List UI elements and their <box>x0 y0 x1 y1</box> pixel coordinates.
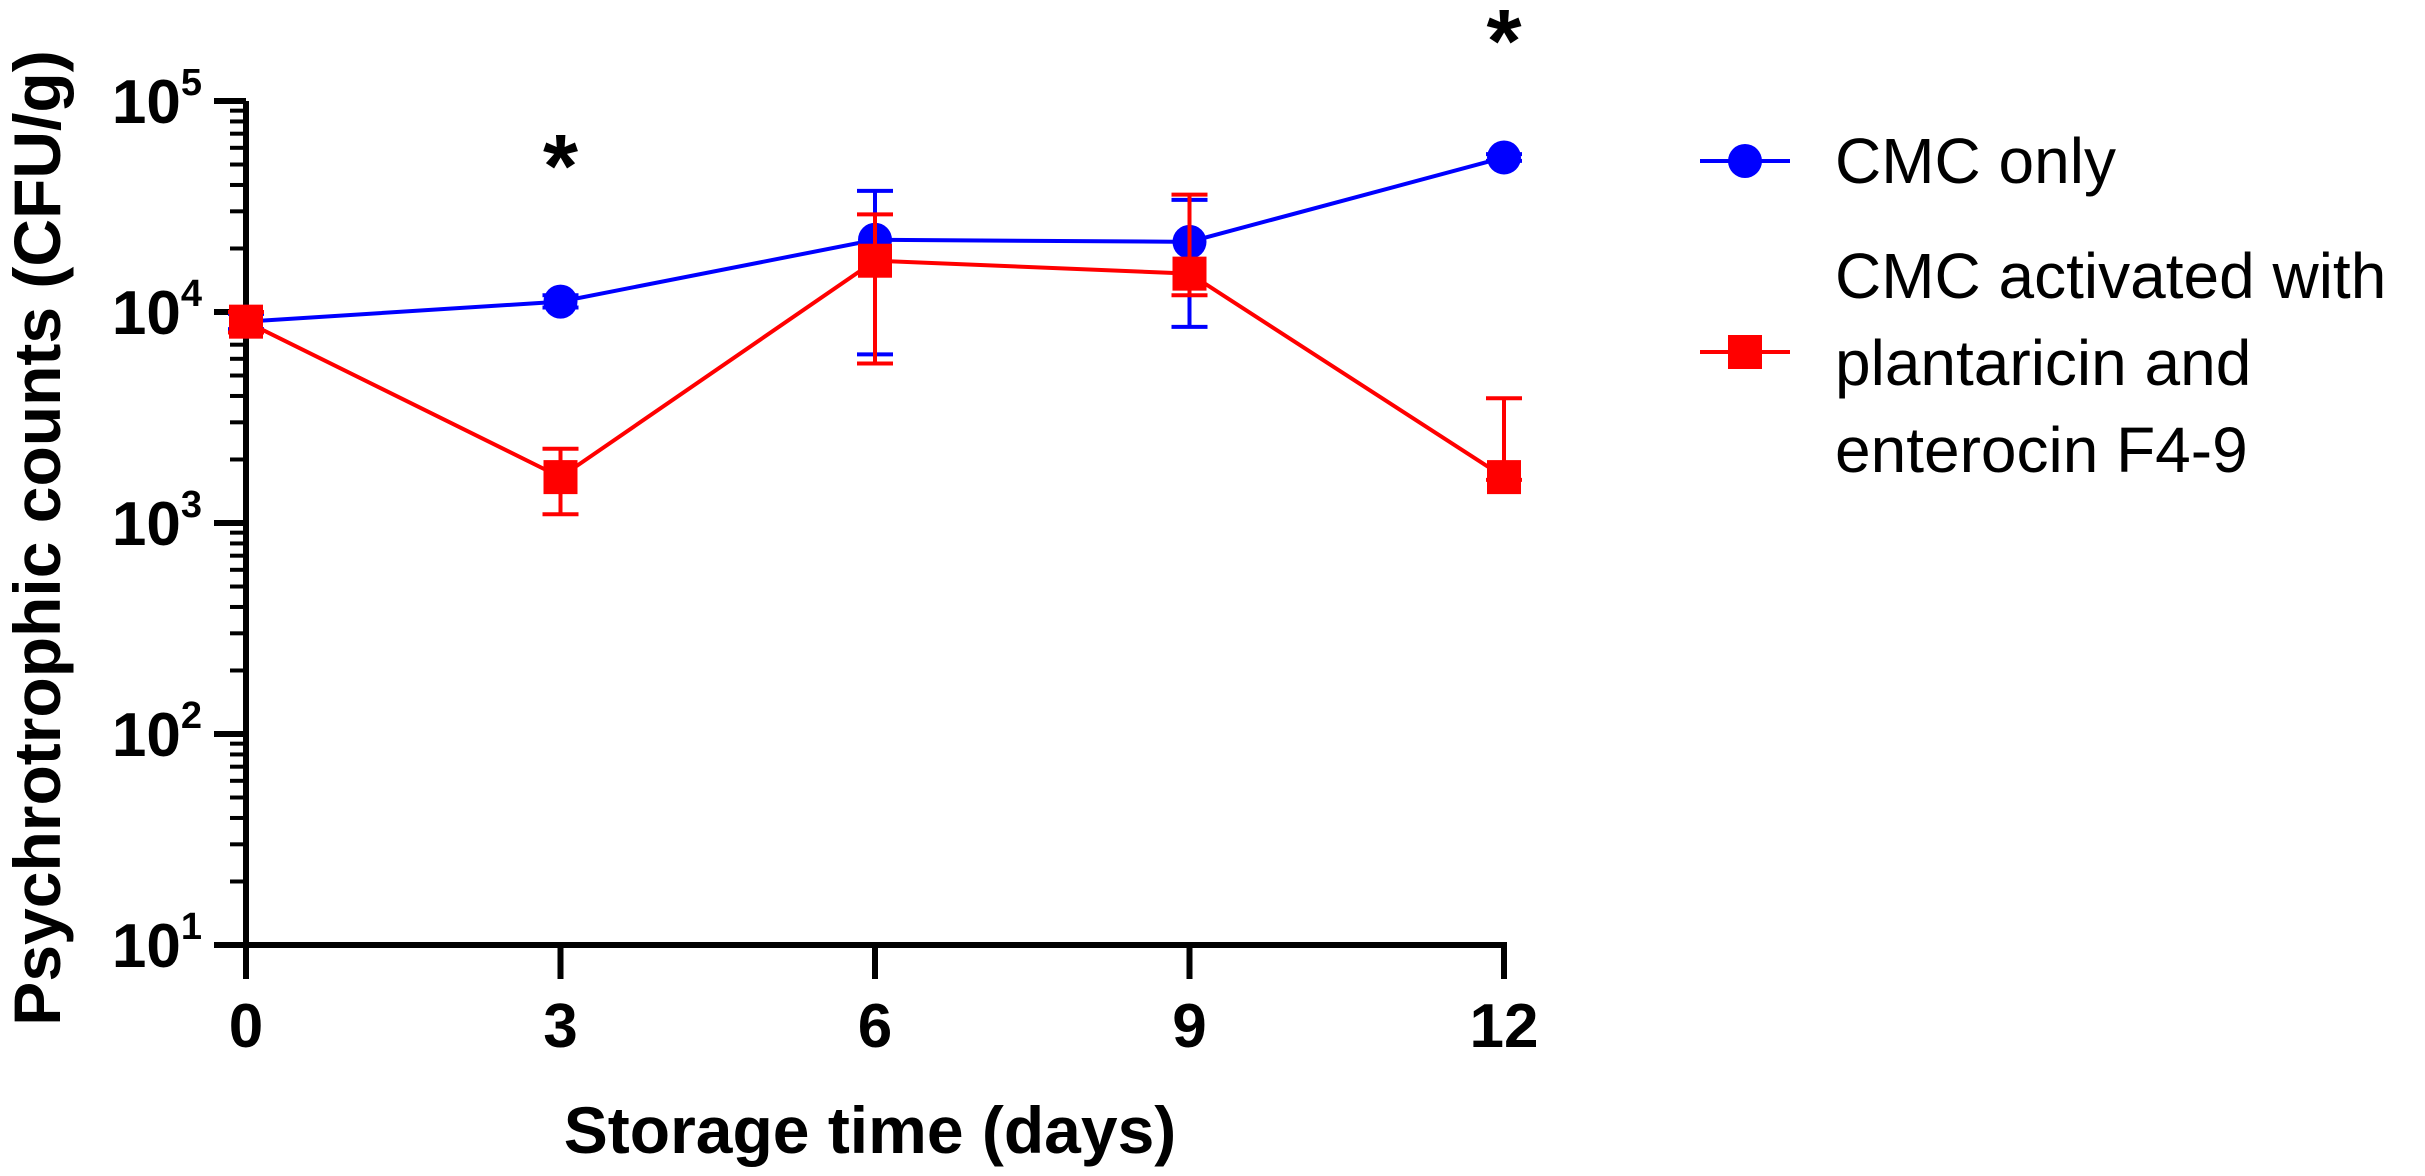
y-tick-label: 104 <box>112 273 202 348</box>
legend-marker <box>1728 144 1762 178</box>
series-group <box>228 140 1522 517</box>
data-point <box>1487 460 1521 495</box>
series-1 <box>228 192 1522 517</box>
axes: 101 102 103 104 105 0 3 6 9 12 Storage time (days)… <box>0 0 1538 1167</box>
legend-item-1: CMC activated with plantaricin and enteroc… <box>1700 240 2386 486</box>
legend-item-0: CMC only <box>1700 125 2116 197</box>
x-tick-label: 3 <box>543 992 577 1061</box>
data-point <box>1487 140 1521 175</box>
legend-marker <box>1728 335 1762 369</box>
legend-label: CMC activated with <box>1835 240 2386 312</box>
x-tick-label: 12 <box>1470 992 1539 1061</box>
legend-label: plantaricin and <box>1835 327 2251 399</box>
legend-label: enterocin F4-9 <box>1835 414 2248 486</box>
legend: CMC only CMC activated with plantaricin an… <box>1700 125 2386 486</box>
data-point <box>858 243 892 278</box>
y-tick-label: 101 <box>112 906 202 981</box>
legend-label: CMC only <box>1835 125 2116 197</box>
x-tick-label: 9 <box>1172 992 1206 1061</box>
y-axis-title: Psychrotrophic counts (CFU/g) <box>0 50 74 1025</box>
significance-marker: * <box>543 117 578 217</box>
y-tick-label: 105 <box>112 62 202 137</box>
y-tick-label: 102 <box>112 695 202 770</box>
significance-marker: * <box>1486 0 1521 92</box>
data-point <box>543 284 578 319</box>
data-point <box>1172 256 1207 291</box>
data-point <box>543 460 578 495</box>
x-tick-label: 6 <box>858 992 892 1061</box>
x-axis-title: Storage time (days) <box>564 1093 1177 1167</box>
x-tick-label: 0 <box>229 992 263 1061</box>
data-point <box>229 304 263 339</box>
y-tick-label: 103 <box>112 484 202 559</box>
